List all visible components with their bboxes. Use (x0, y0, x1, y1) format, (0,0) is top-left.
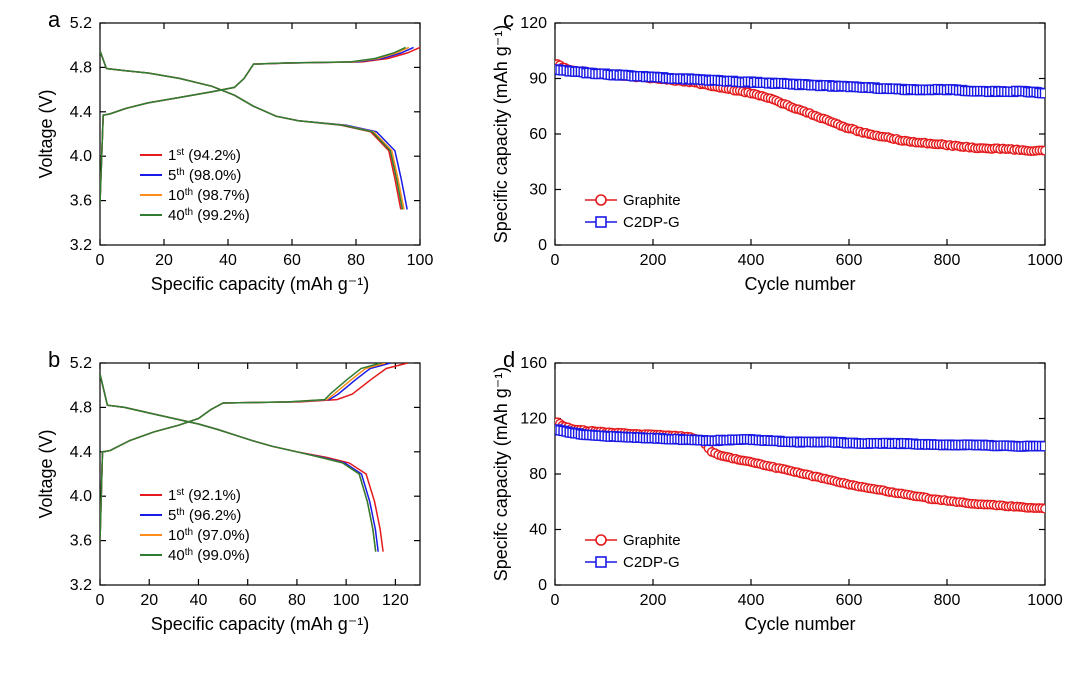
svg-text:0: 0 (96, 252, 105, 269)
svg-text:200: 200 (640, 252, 667, 269)
svg-text:80: 80 (288, 592, 306, 609)
svg-text:400: 400 (738, 592, 765, 609)
svg-text:5th (96.2%): 5th (96.2%) (168, 507, 241, 525)
svg-text:3.6: 3.6 (70, 533, 92, 550)
svg-text:20: 20 (155, 252, 173, 269)
svg-text:4.0: 4.0 (70, 488, 92, 505)
svg-text:3.2: 3.2 (70, 237, 92, 254)
svg-text:Specifc capacity (mAh g⁻¹): Specifc capacity (mAh g⁻¹) (491, 367, 511, 582)
panel-a-svg: 0 20 40 60 80 100 3.2 3.6 4.0 4.4 4.8 5.2 Specific c… (20, 5, 440, 305)
svg-text:C2DP-G: C2DP-G (623, 554, 680, 571)
panel-a: 0 20 40 60 80 100 3.2 3.6 4.0 4.4 4.8 5.2 Specific c… (20, 5, 440, 305)
svg-text:120: 120 (520, 411, 547, 428)
svg-text:60: 60 (239, 592, 257, 609)
svg-text:4.0: 4.0 (70, 148, 92, 165)
svg-text:4.8: 4.8 (70, 59, 92, 76)
svg-text:a: a (48, 7, 61, 32)
svg-text:Specific capacity (mAh g⁻¹): Specific capacity (mAh g⁻¹) (151, 274, 370, 294)
svg-text:60: 60 (283, 252, 301, 269)
figure-root: 0 20 40 60 80 100 3.2 3.6 4.0 4.4 4.8 5.2 Specific c… (0, 0, 1080, 683)
svg-text:3.6: 3.6 (70, 193, 92, 210)
svg-text:0: 0 (538, 577, 547, 594)
svg-text:20: 20 (140, 592, 158, 609)
svg-text:0: 0 (538, 237, 547, 254)
svg-text:40: 40 (190, 592, 208, 609)
svg-text:160: 160 (520, 355, 547, 372)
svg-text:1000: 1000 (1027, 592, 1063, 609)
svg-text:40: 40 (529, 522, 547, 539)
panel-d-svg: 0 200 400 600 800 1000 0 40 80 120 160 Cycle number… (475, 345, 1065, 645)
svg-text:600: 600 (836, 592, 863, 609)
svg-text:40th (99.0%): 40th (99.0%) (168, 547, 250, 565)
svg-text:600: 600 (836, 252, 863, 269)
svg-text:Voltage (V): Voltage (V) (36, 429, 56, 518)
svg-text:Voltage (V): Voltage (V) (36, 89, 56, 178)
svg-text:100: 100 (407, 252, 434, 269)
svg-text:C2DP-G: C2DP-G (623, 214, 680, 231)
svg-text:40th (99.2%): 40th (99.2%) (168, 207, 250, 225)
svg-text:80: 80 (529, 466, 547, 483)
svg-text:0: 0 (96, 592, 105, 609)
panel-b: 0 20 40 60 80 100 120 3.2 3.6 4.0 4.4 4.8 5.2 Specifi… (20, 345, 440, 645)
svg-text:80: 80 (347, 252, 365, 269)
svg-text:800: 800 (934, 592, 961, 609)
svg-text:b: b (48, 347, 60, 372)
svg-text:90: 90 (529, 71, 547, 88)
svg-text:60: 60 (529, 126, 547, 143)
svg-text:0: 0 (551, 592, 560, 609)
svg-text:1000: 1000 (1027, 252, 1063, 269)
svg-text:1st (92.1%): 1st (92.1%) (168, 487, 241, 505)
svg-text:30: 30 (529, 182, 547, 199)
svg-text:4.4: 4.4 (70, 104, 92, 121)
svg-text:4.8: 4.8 (70, 399, 92, 416)
svg-text:Specific capacity (mAh g⁻¹): Specific capacity (mAh g⁻¹) (151, 614, 370, 634)
panel-b-svg: 0 20 40 60 80 100 120 3.2 3.6 4.0 4.4 4.8 5.2 Specifi… (20, 345, 440, 645)
svg-text:200: 200 (640, 592, 667, 609)
svg-text:800: 800 (934, 252, 961, 269)
svg-text:10th (97.0%): 10th (97.0%) (168, 527, 250, 545)
panel-d: 0 200 400 600 800 1000 0 40 80 120 160 Cycle number… (475, 345, 1065, 645)
svg-text:d: d (503, 347, 515, 372)
svg-text:10th (98.7%): 10th (98.7%) (168, 187, 250, 205)
svg-text:Graphite: Graphite (623, 532, 681, 549)
panel-c: 0 200 400 600 800 1000 0 30 60 90 120 Cycle number S… (475, 5, 1065, 305)
svg-text:5.2: 5.2 (70, 355, 92, 372)
svg-text:4.4: 4.4 (70, 444, 92, 461)
svg-text:100: 100 (333, 592, 360, 609)
svg-text:5.2: 5.2 (70, 15, 92, 32)
svg-text:5th (98.0%): 5th (98.0%) (168, 167, 241, 185)
svg-text:400: 400 (738, 252, 765, 269)
svg-text:120: 120 (382, 592, 409, 609)
svg-text:120: 120 (520, 15, 547, 32)
svg-text:3.2: 3.2 (70, 577, 92, 594)
svg-text:0: 0 (551, 252, 560, 269)
panel-c-svg: 0 200 400 600 800 1000 0 30 60 90 120 Cycle number S… (475, 5, 1065, 305)
svg-text:1st (94.2%): 1st (94.2%) (168, 147, 241, 165)
svg-text:Cycle number: Cycle number (744, 274, 855, 294)
svg-text:Cycle number: Cycle number (744, 614, 855, 634)
svg-text:Graphite: Graphite (623, 192, 681, 209)
svg-text:40: 40 (219, 252, 237, 269)
svg-text:c: c (503, 7, 514, 32)
svg-text:Specific capacity (mAh g⁻¹): Specific capacity (mAh g⁻¹) (491, 25, 511, 244)
